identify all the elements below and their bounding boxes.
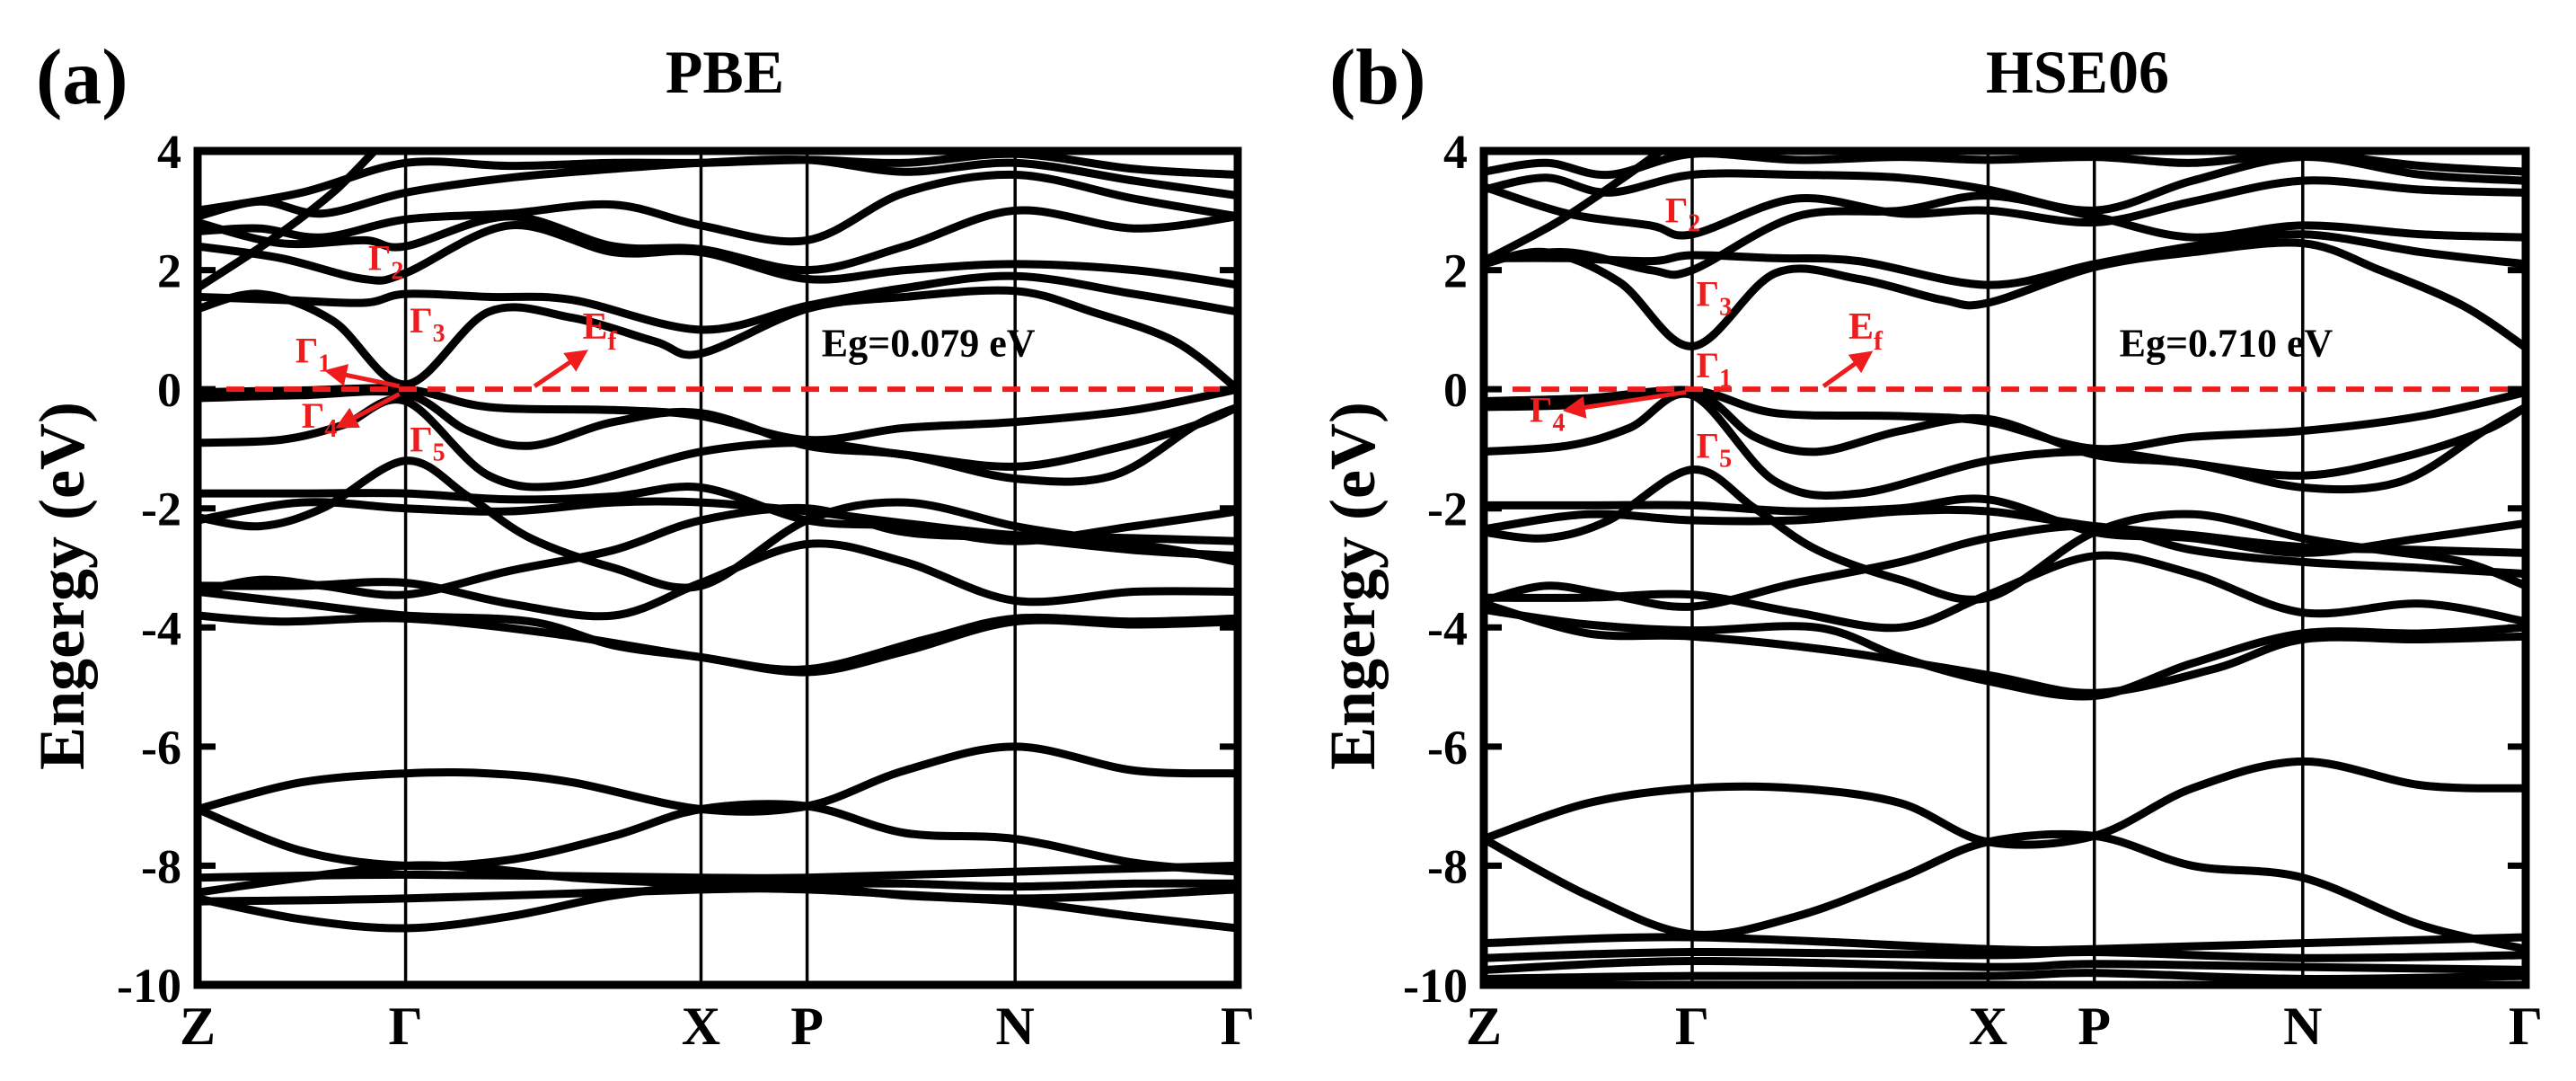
y-tick-label: -4 xyxy=(141,601,181,655)
band-line-b2 xyxy=(1484,947,2526,962)
kpoint-label-4: N xyxy=(2283,997,2322,1056)
y-tick-label: -8 xyxy=(141,839,181,893)
band-line-b13 xyxy=(1484,465,2526,604)
panel-b: (b) HSE06 Engergy (eV) 4 2 0 -2 -4 -6 -8 -10Z Γ X… xyxy=(1317,34,2543,1056)
ef-arrow xyxy=(533,350,588,388)
gamma-label-1: Γ1 xyxy=(1697,345,1732,393)
panel-a-plot: 420-2-4-6-8-10Z Γ X P N ΓEg=0.079 eVEfΓ2Γ3Γ1Γ… xyxy=(117,125,1255,1056)
band-line-b19 xyxy=(1484,191,2526,279)
band-line-b18 xyxy=(198,271,1238,334)
y-tick-label: -6 xyxy=(141,721,181,775)
band-line-b20 xyxy=(1484,176,2526,240)
kpoint-label-3: P xyxy=(2078,997,2111,1056)
gamma-label-2: Γ2 xyxy=(1665,191,1700,238)
plot-frame xyxy=(193,146,1242,989)
band-line-b7 xyxy=(1484,599,2526,697)
band-line-b24 xyxy=(198,151,379,292)
band-line-b4 xyxy=(1484,969,2526,983)
band-line-b13 xyxy=(198,456,1238,592)
band-line-b18 xyxy=(1484,230,2526,289)
kpoint-label-2: X xyxy=(1969,997,2007,1056)
panel-a: (a) PBE Engergy (eV) 4 2 0 -2 -4 -6 -8 -10Z Γ X P N… xyxy=(26,34,1255,1056)
y-tick-label: 0 xyxy=(157,363,181,417)
y-tick-label: -6 xyxy=(1427,721,1468,775)
gap-label: Eg=0.079 eV xyxy=(822,322,1036,366)
panel-b-plot: 420-2-4-6-8-10Z Γ X P N ΓEg=0.710 eVEfΓ2Γ3Γ1Γ… xyxy=(1403,125,2543,1056)
band-line-b22 xyxy=(1484,151,2526,180)
kpoint-label-0: Z xyxy=(180,997,216,1056)
y-tick-label: 4 xyxy=(1443,125,1468,179)
y-tick-label: 4 xyxy=(157,125,181,179)
gamma-label-2: Γ2 xyxy=(368,238,403,286)
plot-frame xyxy=(1479,146,2530,989)
band-line-b3 xyxy=(198,861,1238,882)
y-tick-label: -2 xyxy=(1427,483,1468,536)
kpoint-label-2: X xyxy=(682,997,720,1056)
kpoint-label-3: P xyxy=(790,997,824,1056)
kpoint-label-1: Γ xyxy=(1675,997,1709,1056)
y-tick-label: -10 xyxy=(117,959,181,1013)
band-line-b23 xyxy=(1484,151,1665,266)
kpoint-label-5: Γ xyxy=(1221,997,1255,1056)
kpoint-label-5: Γ xyxy=(2509,997,2543,1056)
band-line-b17 xyxy=(1484,238,2526,352)
y-tick-label: -2 xyxy=(141,483,181,536)
y-tick-label: -4 xyxy=(1427,601,1468,655)
bands xyxy=(1484,151,2526,983)
gamma-arrow-0 xyxy=(1562,389,1687,419)
y-tick-label: 2 xyxy=(1443,244,1468,298)
band-line-b8 xyxy=(198,588,1238,677)
panel-b-title: HSE06 xyxy=(1986,38,2169,106)
panel-a-label: (a) xyxy=(36,34,128,121)
panel-b-label: (b) xyxy=(1329,34,1426,121)
band-line-b12 xyxy=(1484,494,2526,557)
gamma-arrow-0 xyxy=(324,364,401,389)
panel-a-ylabel: Engergy (eV) xyxy=(26,402,98,770)
band-line-b12 xyxy=(198,483,1238,545)
kpoint-label-4: N xyxy=(996,997,1035,1056)
band-line-b21 xyxy=(198,170,1238,246)
band-line-b17 xyxy=(198,286,1238,394)
band-line-b4 xyxy=(198,884,1238,906)
kpoint-label-1: Γ xyxy=(389,997,423,1056)
band-line-b3 xyxy=(1484,956,2526,974)
gamma-arrow-1 xyxy=(335,392,401,429)
y-tick-label: -10 xyxy=(1403,959,1468,1013)
y-tick-label: 0 xyxy=(1443,363,1468,417)
kpoint-label-0: Z xyxy=(1466,997,1502,1056)
gap-label: Eg=0.710 eV xyxy=(2120,322,2333,366)
panel-b-ylabel: Engergy (eV) xyxy=(1317,402,1389,770)
panel-a-title: PBE xyxy=(666,38,784,106)
y-tick-label: 2 xyxy=(157,244,181,298)
y-tick-label: -8 xyxy=(1427,839,1468,893)
ef-arrow xyxy=(1822,350,1874,388)
band-line-b20 xyxy=(198,206,1238,275)
